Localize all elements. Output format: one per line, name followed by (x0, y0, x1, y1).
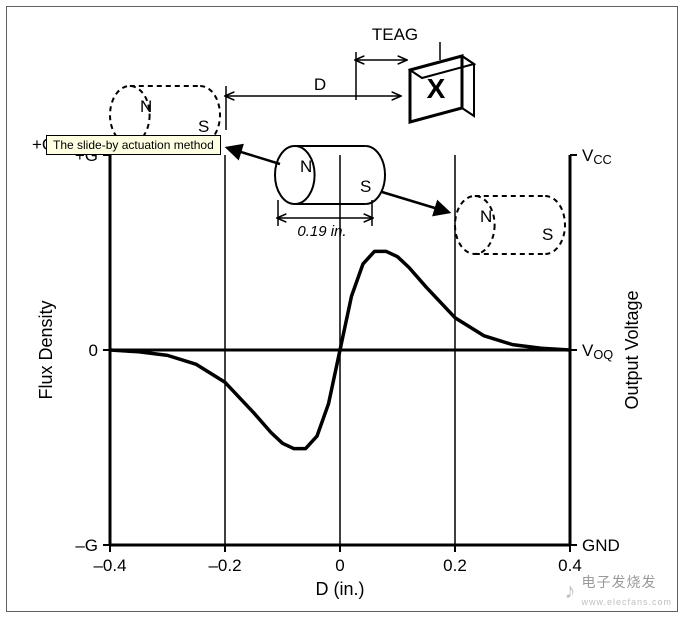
svg-text:N: N (140, 97, 152, 116)
svg-text:X: X (427, 73, 446, 104)
watermark-logo: ♪ (564, 578, 575, 604)
svg-text:N: N (300, 157, 312, 176)
svg-text:0.19 in.: 0.19 in. (297, 223, 346, 240)
svg-text:0: 0 (335, 556, 344, 575)
svg-text:–0.2: –0.2 (208, 556, 241, 575)
svg-text:0.2: 0.2 (443, 556, 467, 575)
svg-text:N: N (480, 207, 492, 226)
svg-text:VOQ: VOQ (582, 341, 613, 362)
svg-text:Output Voltage: Output Voltage (622, 290, 642, 409)
watermark-sub: www.elecfans.com (581, 597, 672, 607)
svg-text:0: 0 (89, 341, 98, 360)
chart-plot: –0.4–0.200.20.4+G0–GVCCVOQGNDD (in.)Flux… (36, 146, 642, 599)
figure-svg: –0.4–0.200.20.4+G0–GVCCVOQGNDD (in.)Flux… (0, 0, 686, 620)
svg-text:Flux Density: Flux Density (36, 300, 56, 399)
svg-text:D (in.): D (in.) (316, 579, 365, 599)
svg-text:S: S (198, 117, 209, 136)
svg-text:TEAG: TEAG (372, 25, 418, 44)
svg-text:–G: –G (75, 536, 98, 555)
svg-text:S: S (360, 177, 371, 196)
svg-text:D: D (314, 75, 326, 94)
svg-text:GND: GND (582, 536, 620, 555)
tooltip: The slide-by actuation method (46, 135, 221, 155)
watermark: ♪ 电子发烧发 www.elecfans.com (564, 572, 672, 610)
svg-text:–0.4: –0.4 (93, 556, 126, 575)
svg-text:S: S (542, 225, 553, 244)
watermark-text: 电子发烧发 (581, 574, 656, 590)
svg-text:VCC: VCC (582, 146, 612, 167)
